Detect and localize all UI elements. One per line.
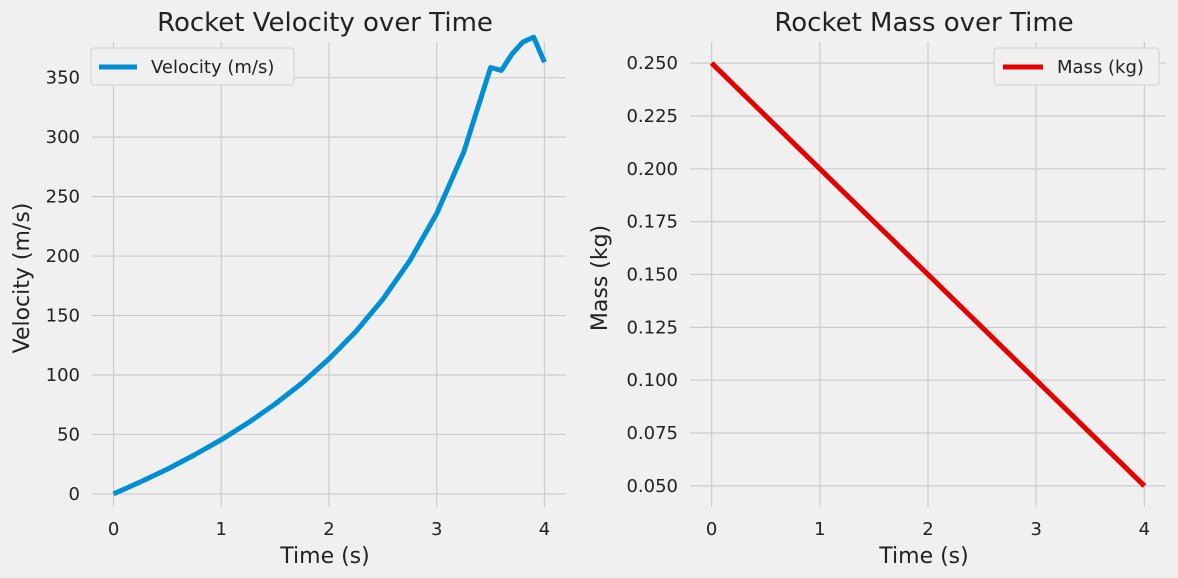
velocity-chart-title: Rocket Velocity over Time	[157, 8, 493, 38]
mass-y-tick-label: 0.100	[626, 370, 678, 391]
mass-y-tick-label: 0.150	[626, 265, 678, 286]
mass-y-tick-label: 0.250	[626, 53, 678, 74]
mass-legend: Mass (kg)	[993, 47, 1160, 86]
velocity-legend-box	[90, 47, 295, 86]
velocity-x-ticks: 0 1 2 3 4	[108, 519, 550, 540]
velocity-y-tick-label: 200	[46, 246, 80, 267]
velocity-y-tick-label: 300	[46, 127, 80, 148]
velocity-legend: Velocity (m/s)	[90, 47, 295, 86]
velocity-y-tick-label: 150	[46, 306, 80, 327]
velocity-y-tick-label: 50	[57, 424, 80, 445]
velocity-x-tick-label: 2	[323, 519, 334, 540]
velocity-y-ticks: 0 50 100 150 200 250 300 350	[46, 68, 80, 505]
velocity-x-tick-label: 3	[431, 519, 442, 540]
velocity-series-line	[112, 34, 547, 497]
mass-x-tick-label: 4	[1139, 519, 1150, 540]
velocity-y-tick-label: 100	[46, 365, 80, 386]
mass-legend-box	[993, 47, 1160, 86]
mass-x-tick-label: 3	[1030, 519, 1041, 540]
mass-y-tick-label: 0.175	[626, 212, 678, 233]
velocity-grid	[92, 42, 566, 507]
mass-x-axis-label: Time (s)	[878, 544, 968, 569]
velocity-x-axis-label: Time (s)	[279, 544, 369, 569]
mass-y-tick-label: 0.125	[626, 317, 678, 338]
mass-y-ticks: 0.050 0.075 0.100 0.125 0.150 0.175 0.200 0.225…	[626, 53, 678, 497]
mass-chart: 0 1 2 3 4 0.050 0.075 0.100 0.125 0.150 0.175 0.20…	[588, 8, 1166, 569]
velocity-series	[112, 34, 547, 497]
velocity-x-tick-label: 4	[539, 519, 550, 540]
velocity-y-tick-label: 0	[69, 484, 80, 505]
mass-x-ticks: 0 1 2 3 4	[706, 519, 1150, 540]
mass-x-tick-label: 1	[814, 519, 825, 540]
velocity-y-tick-label: 250	[46, 187, 80, 208]
velocity-x-tick-label: 0	[108, 519, 119, 540]
mass-y-tick-label: 0.050	[626, 476, 678, 497]
velocity-legend-label: Velocity (m/s)	[151, 57, 274, 78]
mass-y-tick-label: 0.225	[626, 106, 678, 127]
mass-legend-label: Mass (kg)	[1057, 57, 1144, 78]
velocity-y-axis-label: Velocity (m/s)	[10, 203, 35, 354]
mass-series-line	[709, 61, 1147, 488]
mass-chart-title: Rocket Mass over Time	[774, 8, 1073, 38]
mass-y-tick-label: 0.200	[626, 159, 678, 180]
mass-grid	[690, 42, 1166, 507]
mass-y-axis-label: Mass (kg)	[588, 225, 613, 331]
mass-x-tick-label: 0	[706, 519, 717, 540]
mass-series	[709, 61, 1147, 488]
mass-y-tick-label: 0.075	[626, 423, 678, 444]
velocity-chart: 0 1 2 3 4 0 50 100 150 200 250 300 350 Rocket Veloc…	[10, 8, 566, 569]
velocity-x-tick-label: 1	[216, 519, 227, 540]
mass-x-tick-label: 2	[922, 519, 933, 540]
velocity-y-tick-label: 350	[46, 68, 80, 89]
